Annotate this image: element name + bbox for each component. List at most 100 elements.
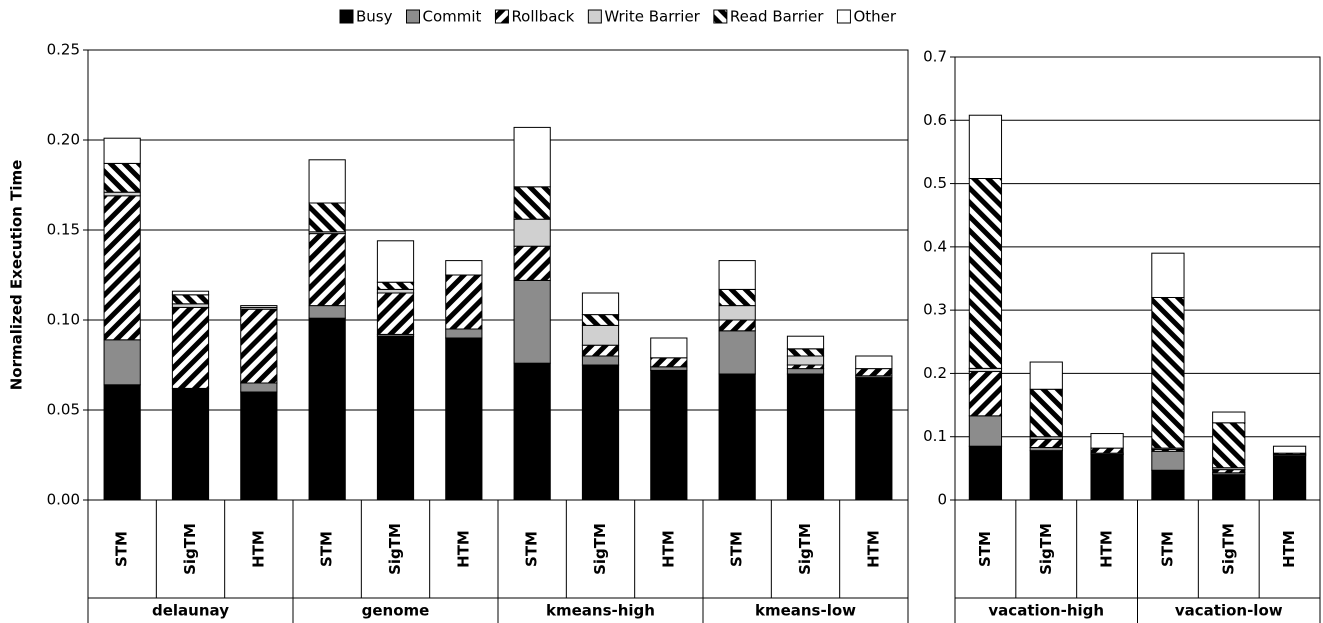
bar-segment xyxy=(445,337,483,501)
bar-segment xyxy=(308,159,346,204)
bar-segment xyxy=(581,364,620,501)
bar-segment xyxy=(650,369,688,501)
bar-segment xyxy=(1212,422,1246,469)
bar-segment xyxy=(513,126,551,188)
x-tick-label: SigTM xyxy=(181,523,199,575)
bar-segment xyxy=(718,330,756,375)
bar-segment xyxy=(1151,296,1185,449)
legend-swatch xyxy=(406,9,420,24)
x-tick-label: STM xyxy=(1158,531,1176,567)
bar-segment xyxy=(1212,411,1246,424)
y-tick-label: 0.15 xyxy=(47,221,80,239)
bar-segment xyxy=(1212,474,1246,501)
group-label: kmeans-high xyxy=(546,602,655,620)
y-tick-label: 0.5 xyxy=(923,174,947,192)
bar-segment xyxy=(855,355,893,370)
group-label: vacation-high xyxy=(988,602,1104,620)
bar-segment xyxy=(103,191,141,197)
group-label: kmeans-low xyxy=(755,602,856,620)
bar-segment xyxy=(581,324,620,346)
legend-swatch xyxy=(339,9,354,24)
bar-segment xyxy=(513,218,551,247)
x-tick-label: STM xyxy=(318,531,336,567)
bar-segment xyxy=(513,362,551,501)
bar-segment xyxy=(718,373,756,501)
y-tick-label: 0.6 xyxy=(923,111,947,129)
bar-segment xyxy=(513,186,551,220)
x-tick-label: SigTM xyxy=(1037,523,1055,575)
legend-label: Busy xyxy=(356,8,393,26)
bar-segment xyxy=(376,335,415,501)
bar-segment xyxy=(581,292,620,316)
y-axis-label: Normalized Execution Time xyxy=(8,160,26,391)
bar-segment xyxy=(308,317,346,501)
bar-segment xyxy=(1272,455,1307,501)
bar-segment xyxy=(1090,447,1124,454)
x-tick-label: SigTM xyxy=(591,523,609,575)
y-tick-label: 0.1 xyxy=(923,427,947,445)
bar-segment xyxy=(968,415,1003,447)
bar-segment xyxy=(968,371,1003,417)
legend-swatch xyxy=(587,9,602,24)
bar-segment xyxy=(968,445,1003,501)
bar-segment xyxy=(1151,469,1185,501)
bar-segment xyxy=(786,364,825,370)
y-tick-label: 0 xyxy=(937,491,947,509)
bar-segment xyxy=(1151,252,1185,298)
bar-segment xyxy=(308,305,346,319)
legend-swatch xyxy=(836,9,851,24)
bar-segment xyxy=(376,281,415,290)
bar-segment xyxy=(581,314,620,326)
bar-segment xyxy=(445,274,483,330)
bar-segment xyxy=(718,260,756,290)
plot-frame xyxy=(954,56,1321,501)
bar-segment xyxy=(103,137,141,164)
bar-segment xyxy=(1090,453,1124,501)
legend-label: Other xyxy=(853,8,896,26)
bar-segment xyxy=(1029,388,1063,438)
bar-segment xyxy=(1272,445,1307,454)
bar-segment xyxy=(650,366,688,371)
legend-swatch xyxy=(494,9,509,24)
bar-segment xyxy=(718,288,756,307)
x-tick-label: SigTM xyxy=(796,523,814,575)
bar-segment xyxy=(1029,438,1063,448)
bar-segment xyxy=(786,355,825,366)
y-tick-label: 0.10 xyxy=(47,311,80,329)
bar-segment xyxy=(376,288,415,294)
x-tick-label: SigTM xyxy=(386,523,404,575)
bar-segment xyxy=(103,384,141,501)
x-tick-label: HTM xyxy=(1280,530,1298,568)
bar-segment xyxy=(1151,450,1185,471)
bar-segment xyxy=(240,391,278,501)
y-tick-label: 0.3 xyxy=(923,301,947,319)
x-tick-label: STM xyxy=(523,531,541,567)
group-label: genome xyxy=(362,602,430,620)
bar-segment xyxy=(376,292,415,335)
bar-segment xyxy=(1029,361,1063,390)
bar-segment xyxy=(103,339,141,386)
y-tick-label: 0.2 xyxy=(923,364,947,382)
y-tick-label: 0.20 xyxy=(47,131,80,149)
bar-segment xyxy=(513,279,551,364)
bar-segment xyxy=(240,305,278,308)
bar-segment xyxy=(1090,433,1124,449)
plot-frame xyxy=(87,49,909,501)
bar-segment xyxy=(786,348,825,357)
x-tick-label: HTM xyxy=(1098,530,1116,568)
bar-segment xyxy=(718,319,756,332)
bar-segment xyxy=(718,305,756,321)
y-tick-label: 0.00 xyxy=(47,491,80,509)
bar-segment xyxy=(650,357,688,368)
x-tick-label: SigTM xyxy=(1219,523,1237,575)
x-tick-label: HTM xyxy=(454,530,472,568)
bar-segment xyxy=(308,233,346,307)
bar-segment xyxy=(650,337,688,359)
bar-segment xyxy=(786,368,825,375)
bar-segment xyxy=(581,344,620,357)
x-tick-label: STM xyxy=(113,531,131,567)
bar-segment xyxy=(171,306,210,389)
legend-label: Write Barrier xyxy=(604,8,700,26)
x-tick-label: HTM xyxy=(864,530,882,568)
bar-segment xyxy=(171,294,210,305)
